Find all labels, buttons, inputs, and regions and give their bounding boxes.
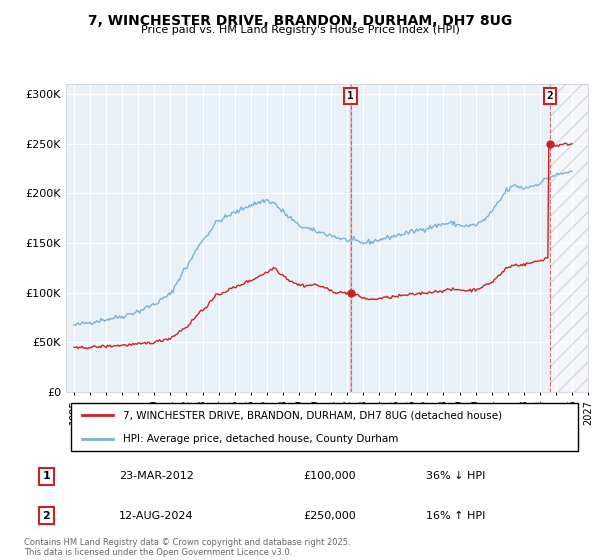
Text: 2: 2 <box>547 91 553 101</box>
FancyBboxPatch shape <box>71 403 578 451</box>
Text: 1: 1 <box>43 472 50 482</box>
Text: 2: 2 <box>43 511 50 521</box>
Text: HPI: Average price, detached house, County Durham: HPI: Average price, detached house, Coun… <box>124 433 399 444</box>
Text: 1: 1 <box>347 91 354 101</box>
Text: 16% ↑ HPI: 16% ↑ HPI <box>426 511 485 521</box>
Text: 36% ↓ HPI: 36% ↓ HPI <box>426 472 485 482</box>
Text: 7, WINCHESTER DRIVE, BRANDON, DURHAM, DH7 8UG (detached house): 7, WINCHESTER DRIVE, BRANDON, DURHAM, DH… <box>124 410 503 421</box>
Bar <box>350 84 352 392</box>
Text: Price paid vs. HM Land Registry's House Price Index (HPI): Price paid vs. HM Land Registry's House … <box>140 25 460 35</box>
Text: £250,000: £250,000 <box>303 511 356 521</box>
Text: £100,000: £100,000 <box>303 472 356 482</box>
Text: 12-AUG-2024: 12-AUG-2024 <box>119 511 193 521</box>
Text: Contains HM Land Registry data © Crown copyright and database right 2025.
This d: Contains HM Land Registry data © Crown c… <box>24 538 350 557</box>
Text: 23-MAR-2012: 23-MAR-2012 <box>119 472 194 482</box>
Text: 7, WINCHESTER DRIVE, BRANDON, DURHAM, DH7 8UG: 7, WINCHESTER DRIVE, BRANDON, DURHAM, DH… <box>88 14 512 28</box>
